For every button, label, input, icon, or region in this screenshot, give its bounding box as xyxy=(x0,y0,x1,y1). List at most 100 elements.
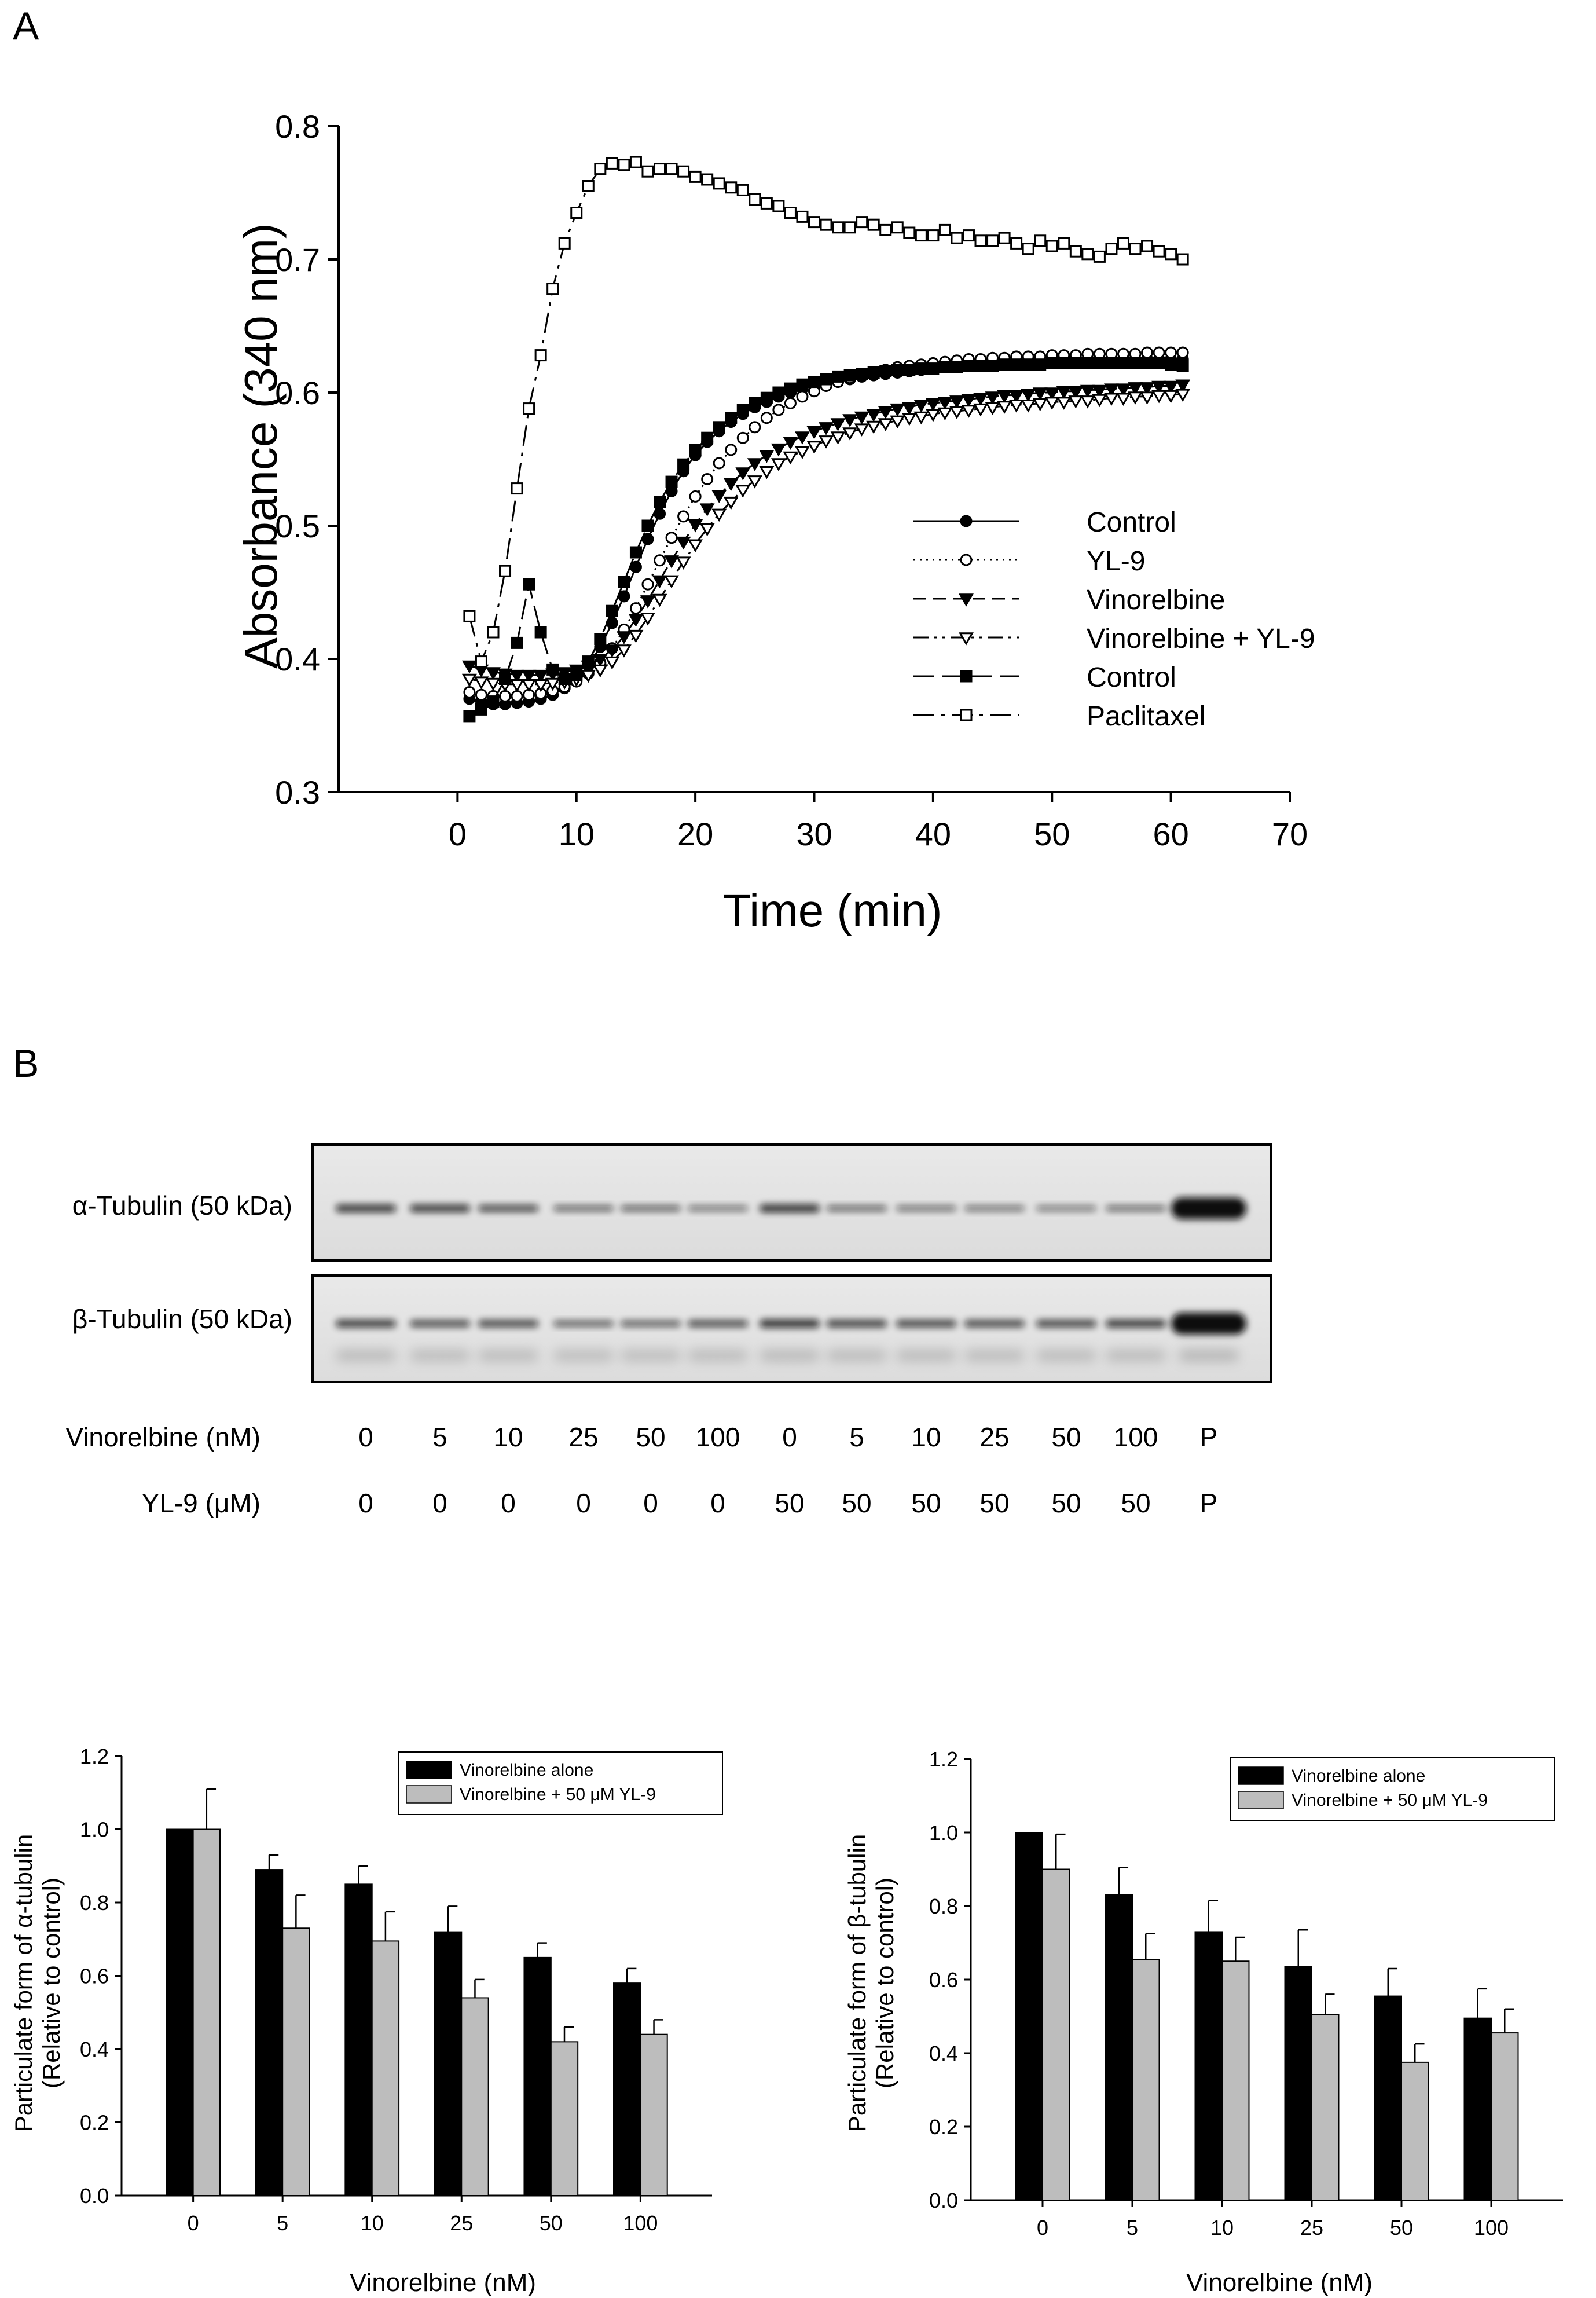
x-tick-label: 20 xyxy=(677,816,713,852)
data-point xyxy=(903,364,916,376)
data-point xyxy=(641,578,654,591)
data-point xyxy=(938,223,951,236)
bar xyxy=(1491,2032,1519,2201)
band xyxy=(896,1320,956,1328)
x-tick-label: 30 xyxy=(796,816,832,852)
data-point xyxy=(795,431,810,445)
data-point xyxy=(641,165,654,178)
bars xyxy=(1015,1832,1519,2201)
data-point xyxy=(890,403,905,417)
condition-value: 10 xyxy=(911,1422,941,1452)
data-point xyxy=(1117,357,1129,369)
lower-smear xyxy=(1179,1350,1239,1361)
data-point xyxy=(461,660,477,674)
series-4 xyxy=(461,389,1191,692)
bar xyxy=(550,2041,579,2197)
data-point xyxy=(1022,243,1034,255)
x-tick-label: 10 xyxy=(559,816,595,852)
y-tick-label: 0.4 xyxy=(80,2037,109,2061)
data-point xyxy=(699,503,715,516)
legend-entry: Control xyxy=(913,507,1176,538)
band xyxy=(688,1320,748,1327)
y-tick-label: 0.2 xyxy=(929,2115,958,2139)
data-point xyxy=(784,397,797,409)
data-point xyxy=(711,508,727,522)
data-point xyxy=(796,390,809,403)
y-tick-label: 0.4 xyxy=(929,2042,958,2065)
y-tick-label: 1.0 xyxy=(929,1821,958,1845)
data-point xyxy=(891,364,904,376)
bar xyxy=(1015,1832,1043,2201)
data-point xyxy=(665,163,678,175)
data-point xyxy=(558,237,571,250)
data-point xyxy=(629,156,642,168)
bar xyxy=(1194,1931,1223,2201)
data-point xyxy=(1176,346,1189,359)
lower-smear xyxy=(688,1350,748,1361)
bar xyxy=(1105,1894,1133,2201)
data-point xyxy=(915,362,927,375)
data-point xyxy=(830,431,846,445)
band xyxy=(827,1320,887,1328)
data-point xyxy=(854,411,869,425)
legend-label: Vinorelbine xyxy=(1087,585,1225,615)
band xyxy=(621,1205,681,1211)
data-point xyxy=(640,613,655,626)
data-point xyxy=(475,688,487,701)
series-1 xyxy=(463,353,1189,710)
bar xyxy=(1374,1995,1402,2201)
data-point xyxy=(1165,248,1177,261)
data-point xyxy=(819,422,834,435)
condition-value: 5 xyxy=(849,1422,864,1452)
data-point xyxy=(606,157,618,170)
series-line xyxy=(469,362,1183,717)
data-point xyxy=(509,669,525,683)
y-tick-label: 0.0 xyxy=(80,2184,109,2208)
bar xyxy=(1042,1868,1070,2201)
data-point xyxy=(652,593,667,607)
data-point xyxy=(783,437,798,450)
data-point xyxy=(1008,390,1024,404)
data-point xyxy=(749,421,761,434)
band xyxy=(964,1205,1025,1211)
data-point xyxy=(974,360,987,372)
data-point xyxy=(986,234,999,247)
x-tick-label: 50 xyxy=(1034,816,1070,852)
data-point xyxy=(487,695,500,708)
blot-row-label: α-Tubulin (50 kDa) xyxy=(72,1190,292,1221)
condition-value: 25 xyxy=(568,1422,598,1452)
data-point xyxy=(546,663,559,676)
data-point xyxy=(1010,237,1023,250)
data-point xyxy=(701,473,714,485)
data-point xyxy=(842,427,858,441)
condition-value: 50 xyxy=(1051,1422,1081,1452)
legend-marker xyxy=(960,709,973,721)
data-point xyxy=(925,409,941,422)
legend-label: Vinorelbine alone xyxy=(460,1761,593,1780)
band xyxy=(553,1205,614,1211)
data-point xyxy=(760,412,773,424)
bar xyxy=(282,1927,310,2196)
data-point xyxy=(878,418,893,431)
data-point xyxy=(771,458,786,471)
legend-marker xyxy=(960,670,973,683)
data-point xyxy=(723,496,739,510)
data-point xyxy=(475,655,487,668)
data-point xyxy=(1045,240,1058,252)
data-point xyxy=(689,444,702,456)
data-point xyxy=(1141,240,1154,252)
data-point xyxy=(570,207,583,219)
y-axis-label: (Relative to control) xyxy=(871,1878,898,2088)
data-point xyxy=(1069,245,1082,258)
bar xyxy=(371,1940,400,2197)
y-axis-label: Particulate form of α-tubulin xyxy=(10,1834,37,2132)
data-point xyxy=(998,232,1011,244)
data-point xyxy=(581,669,596,683)
x-axis-label: Vinorelbine (nM) xyxy=(350,2268,536,2297)
band xyxy=(410,1204,470,1212)
data-point xyxy=(843,221,856,234)
data-point xyxy=(725,181,738,194)
y-tick-label: 0.5 xyxy=(275,508,320,544)
data-point xyxy=(486,667,501,680)
